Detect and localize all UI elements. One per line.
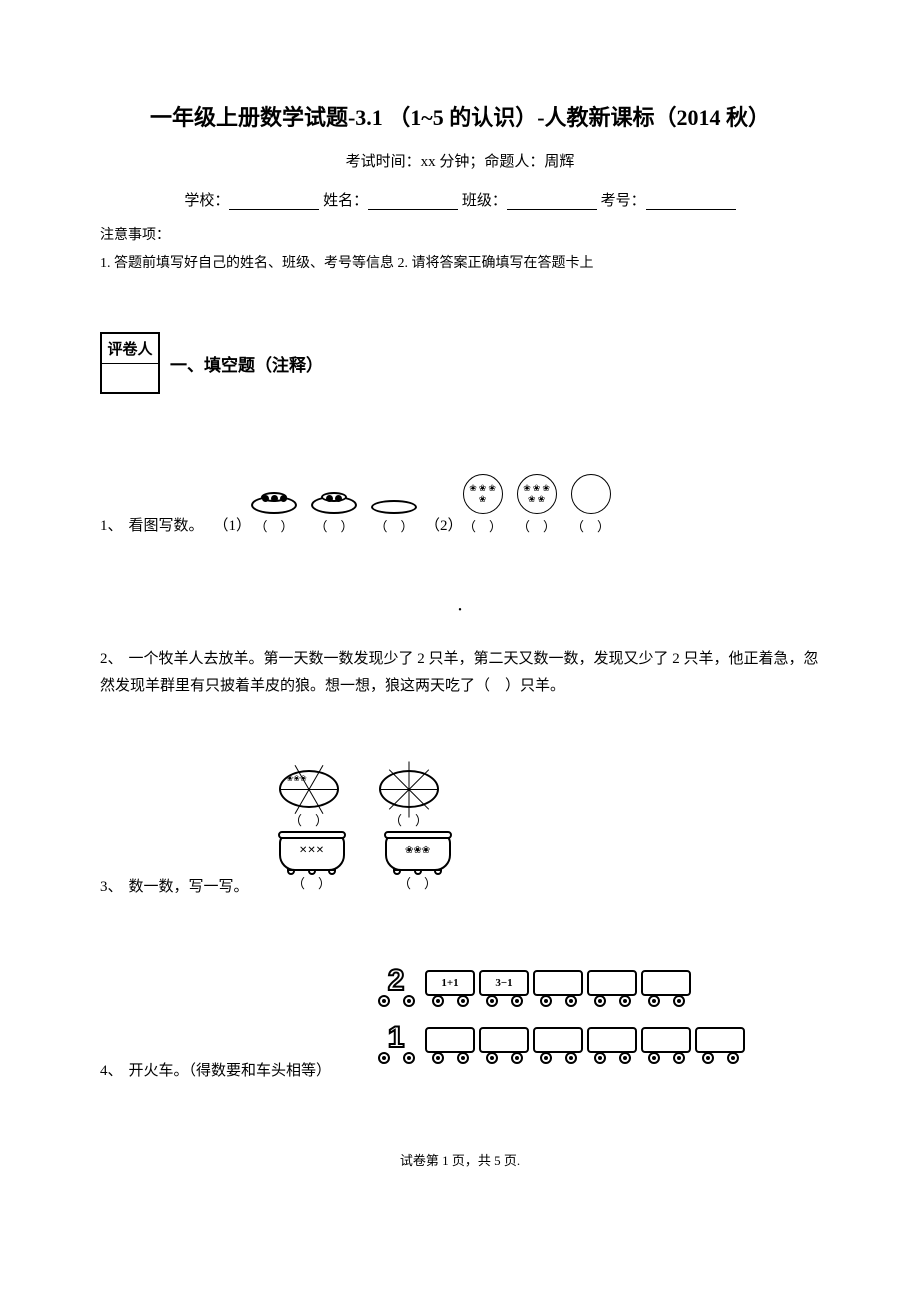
student-info-line: 学校： 姓名： 班级： 考号：	[100, 189, 820, 210]
pot-1: ✕✕✕ （ ）	[279, 833, 345, 892]
q1-blank-6: （ ）	[571, 516, 610, 535]
class-label: 班级：	[462, 193, 507, 209]
footer-prefix: 试卷第	[400, 1153, 442, 1168]
subtitle-suffix: 分钟；命题人：周辉	[436, 154, 575, 170]
circle-empty: （ ）	[571, 474, 611, 535]
plate-2-eggs: （ ）	[311, 496, 357, 535]
subtitle-prefix: 考试时间：	[346, 154, 421, 170]
train1-car-5	[641, 970, 691, 1007]
train2-car-3	[533, 1027, 583, 1064]
train-2: 1	[371, 1023, 749, 1064]
circle-4-butterflies: ❀❀❀❀ （ ）	[463, 474, 503, 535]
name-label: 姓名：	[323, 193, 368, 209]
q4-number: 4、	[100, 1059, 123, 1080]
notice-label: 注意事项：	[100, 224, 820, 244]
q1-blank-5: （ ）	[517, 516, 556, 535]
reviewer-label: 评卷人	[102, 334, 158, 364]
question-3: 3、 数一数，写一写。 ❀❀❀ （ ）	[100, 770, 820, 896]
pot-2: ❀❀❀ （ ）	[385, 833, 451, 892]
q3-number: 3、	[100, 875, 123, 896]
q1-part2-images: ❀❀❀❀ （ ） ❀❀❀❀❀ （ ） （ ）	[463, 474, 611, 535]
q1-blank-2: （ ）	[315, 516, 354, 535]
q3-images: ❀❀❀ （ ） （ ）	[279, 770, 451, 896]
examno-blank	[646, 194, 736, 210]
school-blank	[229, 194, 319, 210]
q3-blank-4: （ ）	[398, 873, 437, 892]
plate-empty: （ ）	[371, 500, 417, 535]
pie-slices: （ ）	[379, 770, 439, 829]
q4-text: 开火车。（得数要和车头相等）	[129, 1059, 332, 1080]
class-blank	[507, 194, 597, 210]
train2-car-1	[425, 1027, 475, 1064]
train2-car-2	[479, 1027, 529, 1064]
train1-car2-label: 3−1	[479, 970, 529, 996]
reviewer-box: 评卷人	[100, 332, 160, 394]
train2-car-6	[695, 1027, 745, 1064]
question-4: 4、 开火车。（得数要和车头相等） 2 1+1 3−1	[100, 966, 820, 1080]
q1-part1-images: （ ） （ ） （ ）	[251, 496, 417, 535]
q1-number: 1、	[100, 514, 123, 535]
train1-car-2: 3−1	[479, 970, 529, 1007]
train2-engine-number: 1	[388, 1023, 405, 1053]
notice-text: 1. 答题前填写好自己的姓名、班级、考号等信息 2. 请将答案正确填写在答题卡上	[100, 252, 820, 272]
question-1: 1、 看图写数。 （1） （ ） （ ） （ ） （2） ❀❀❀❀ （ ） ❀❀…	[100, 474, 820, 535]
plate-3-eggs: （ ）	[251, 496, 297, 535]
footer-mid: 页，共	[449, 1153, 495, 1168]
train1-engine: 2	[371, 966, 421, 1007]
q3-text: 数一数，写一写。	[129, 875, 249, 896]
train1-car1-label: 1+1	[425, 970, 475, 996]
train1-car-1: 1+1	[425, 970, 475, 1007]
school-label: 学校：	[184, 193, 229, 209]
reviewer-blank	[102, 364, 158, 392]
trains: 2 1+1 3−1	[371, 966, 749, 1080]
train-1: 2 1+1 3−1	[371, 966, 749, 1007]
exam-subtitle: 考试时间：xx 分钟；命题人：周辉	[100, 150, 820, 171]
q1-blank-3: （ ）	[375, 516, 414, 535]
train1-car-3	[533, 970, 583, 1007]
q1-blank-4: （ ）	[463, 516, 502, 535]
question-2: 2、一个牧羊人去放羊。第一天数一数发现少了 2 只羊，第二天又数一数，发现又少了…	[100, 646, 820, 700]
q1-blank-1: （ ）	[255, 516, 294, 535]
circle-5-butterflies: ❀❀❀❀❀ （ ）	[517, 474, 557, 535]
section-title: 一、填空题（注释）	[170, 351, 323, 376]
subtitle-time: xx	[421, 154, 436, 170]
document-title: 一年级上册数学试题-3.1 （1~5 的认识）-人教新课标（2014 秋）	[100, 100, 820, 132]
q2-text: 一个牧羊人去放羊。第一天数一数发现少了 2 只羊，第二天又数一数，发现又少了 2…	[100, 651, 819, 694]
train1-engine-number: 2	[388, 966, 405, 996]
center-marker: •	[100, 605, 820, 616]
train2-car-4	[587, 1027, 637, 1064]
q1-part1-label: （1）	[214, 514, 252, 535]
q1-part2-label: （2）	[425, 514, 463, 535]
examno-label: 考号：	[601, 193, 646, 209]
name-blank	[368, 194, 458, 210]
train1-car-4	[587, 970, 637, 1007]
q2-number: 2、	[100, 651, 123, 667]
train2-engine: 1	[371, 1023, 421, 1064]
q1-text: 看图写数。	[129, 514, 204, 535]
pie-flowers: ❀❀❀ （ ）	[279, 770, 339, 829]
section-header: 评卷人 一、填空题（注释）	[100, 332, 820, 394]
footer-suffix: 页.	[501, 1153, 521, 1168]
q3-blank-3: （ ）	[292, 873, 331, 892]
train2-car-5	[641, 1027, 691, 1064]
page-footer: 试卷第 1 页，共 5 页.	[100, 1150, 820, 1169]
